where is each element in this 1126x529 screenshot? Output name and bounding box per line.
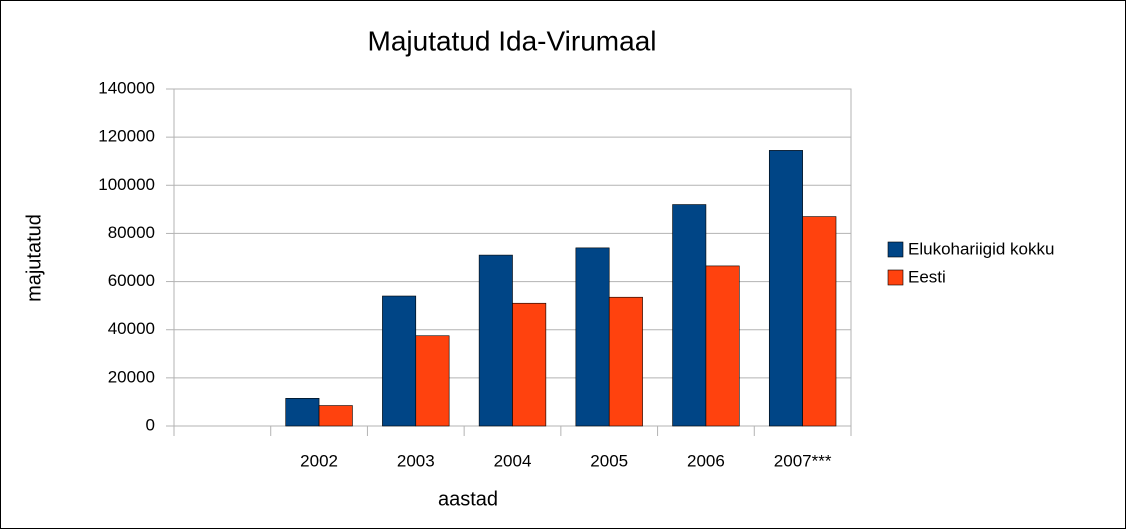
x-tick-label: 2003 bbox=[397, 451, 435, 470]
bar bbox=[672, 204, 707, 427]
y-tick-label: 40000 bbox=[108, 319, 155, 338]
bar bbox=[415, 335, 450, 427]
bar bbox=[802, 216, 837, 427]
legend-label: Elukohariigid kokku bbox=[908, 239, 1054, 258]
x-axis-label: aastad bbox=[438, 488, 498, 510]
bar bbox=[575, 247, 610, 427]
chart-title: Majutatud Ida-Virumaal bbox=[368, 25, 657, 56]
y-tick-label: 0 bbox=[146, 415, 155, 434]
bar bbox=[608, 296, 643, 427]
x-tick-label: 2006 bbox=[687, 451, 725, 470]
y-tick-label: 140000 bbox=[98, 78, 155, 97]
bar bbox=[512, 302, 547, 427]
bar bbox=[478, 254, 513, 427]
legend-swatch bbox=[887, 269, 904, 286]
x-tick-label: 2002 bbox=[300, 451, 338, 470]
x-tick-label: 2005 bbox=[590, 451, 628, 470]
y-tick-label: 20000 bbox=[108, 367, 155, 386]
bar bbox=[705, 265, 740, 427]
x-tick-label: 2004 bbox=[494, 451, 532, 470]
bar bbox=[285, 398, 320, 427]
bar bbox=[382, 295, 417, 427]
y-tick-label: 120000 bbox=[98, 127, 155, 146]
bar bbox=[318, 405, 353, 427]
y-tick-label: 100000 bbox=[98, 175, 155, 194]
y-tick-label: 80000 bbox=[108, 223, 155, 242]
y-axis-label: majutatud bbox=[23, 214, 45, 302]
x-tick-label: 2007*** bbox=[774, 451, 832, 470]
bar bbox=[768, 150, 803, 427]
y-tick-label: 60000 bbox=[108, 271, 155, 290]
legend-label: Eesti bbox=[908, 267, 946, 286]
legend-swatch bbox=[887, 241, 904, 258]
